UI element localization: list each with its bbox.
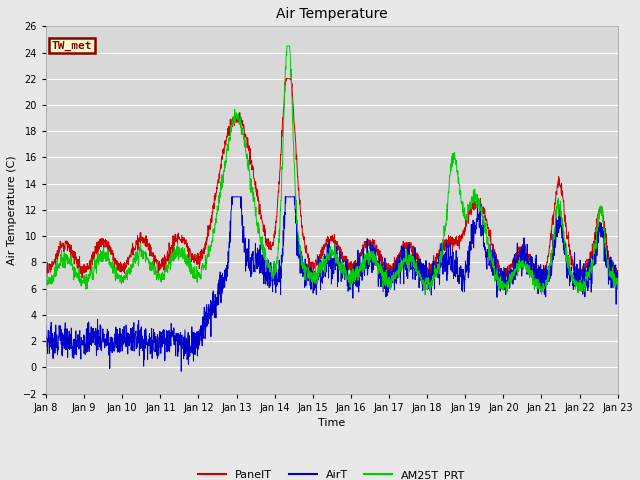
Y-axis label: Air Temperature (C): Air Temperature (C): [7, 155, 17, 265]
X-axis label: Time: Time: [318, 418, 346, 428]
Line: AirT: AirT: [46, 197, 618, 372]
Line: PanelT: PanelT: [46, 79, 618, 281]
PanelT: [499, 271, 506, 276]
PanelT: [349, 262, 356, 267]
AM25T_PRT: [202, 252, 209, 258]
AM25T_PRT: [564, 257, 572, 263]
PanelT: [614, 270, 621, 276]
AM25T_PRT: [349, 273, 356, 278]
AirT: [202, 329, 209, 335]
AirT: [228, 194, 236, 200]
Line: AM25T_PRT: AM25T_PRT: [46, 46, 618, 295]
AM25T_PRT: [361, 252, 369, 258]
AirT: [177, 369, 185, 374]
AM25T_PRT: [580, 283, 588, 289]
AirT: [349, 295, 356, 301]
AM25T_PRT: [499, 279, 506, 285]
PanelT: [361, 243, 369, 249]
PanelT: [564, 235, 572, 241]
PanelT: [424, 278, 431, 284]
AirT: [362, 262, 369, 268]
PanelT: [282, 76, 290, 82]
PanelT: [42, 271, 50, 276]
AirT: [564, 268, 572, 274]
AM25T_PRT: [614, 285, 621, 290]
Title: Air Temperature: Air Temperature: [276, 7, 388, 21]
AirT: [499, 269, 506, 275]
AM25T_PRT: [421, 292, 429, 298]
Legend: PanelT, AirT, AM25T_PRT: PanelT, AirT, AM25T_PRT: [194, 465, 470, 480]
PanelT: [202, 240, 209, 246]
Text: TW_met: TW_met: [52, 40, 92, 50]
AM25T_PRT: [42, 278, 50, 284]
AirT: [614, 276, 621, 282]
AM25T_PRT: [283, 43, 291, 49]
AirT: [580, 275, 588, 281]
AirT: [42, 323, 50, 329]
PanelT: [580, 268, 588, 274]
